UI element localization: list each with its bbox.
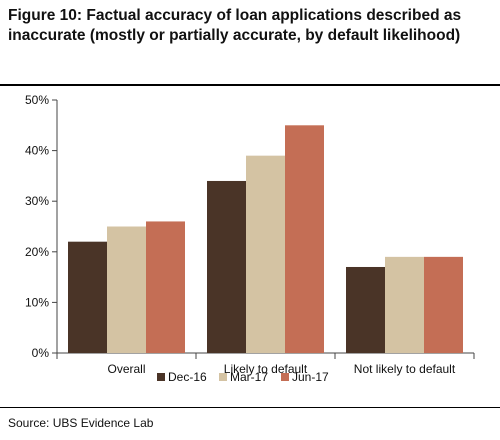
bar-jun-17-not-likely-to-default [424,256,463,353]
legend-label: Jun-17 [292,370,329,384]
y-tick-label: 0% [32,346,50,360]
chart-title: Figure 10: Factual accuracy of loan appl… [8,7,462,44]
bar-jun-17-overall [146,221,185,353]
bar-chart: 0% 10% 20% 30% 40% 50% Overall Likely to defaul… [25,93,475,384]
legend-swatch [219,373,227,381]
y-tick-label: 40% [25,144,49,158]
chart-legend: Dec-16 Mar-17 Jun-17 [157,370,329,384]
bar-mar-17-overall [107,226,146,353]
y-tick-label: 20% [25,245,49,259]
x-category-label: Overall [107,362,145,376]
legend-label: Dec-16 [168,370,207,384]
source-note: Source: UBS Evidence Lab [8,416,154,430]
y-tick-label: 30% [25,194,49,208]
chart-labels: 0% 10% 20% 30% 40% 50% Overall Likely to defaul… [25,93,456,376]
legend-label: Mar-17 [230,370,268,384]
bar-mar-17-likely-to-default [246,155,285,353]
legend-swatch [157,373,165,381]
y-tick-label: 10% [25,295,49,309]
legend-swatch [281,373,289,381]
bar-mar-17-not-likely-to-default [385,256,424,353]
bar-jun-17-likely-to-default [285,125,324,353]
y-tick-label: 50% [25,93,49,107]
source-divider [0,407,500,408]
bar-dec-16-likely-to-default [207,180,246,353]
title-divider [0,84,500,86]
x-category-label: Likely to default [224,362,308,376]
bar-dec-16-overall [68,241,107,353]
chart-bars [68,125,463,353]
bar-dec-16-not-likely-to-default [346,266,385,353]
x-category-label: Not likely to default [354,362,456,376]
